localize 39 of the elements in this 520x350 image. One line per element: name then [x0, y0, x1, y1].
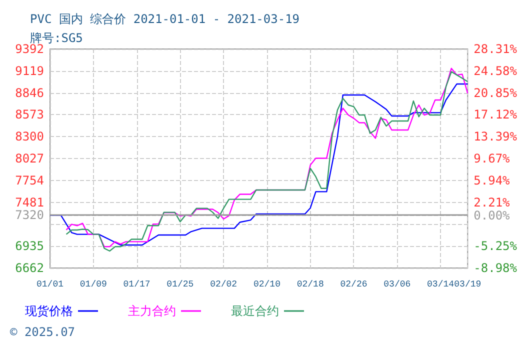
x-tick-label: 02/10	[253, 280, 280, 290]
chart-subtitle: 牌号:SG5	[30, 31, 83, 45]
x-tick-label: 03/06	[384, 280, 411, 290]
y2-tick-label: -5.25%	[474, 239, 518, 254]
text: © 2025.07	[10, 325, 76, 339]
chart-title: PVC 国内 综合价 2021-01-01 - 2021-03-19	[30, 12, 300, 26]
y2-tick-label: 2.21%	[474, 195, 511, 210]
x-tick-label: 03/14	[427, 280, 454, 290]
y-tick-label: 7320	[15, 208, 44, 222]
y2-tick-label: 28.31%	[474, 42, 518, 56]
y-tick-label: 8846	[15, 86, 44, 100]
y-tick-label: 6935	[15, 239, 44, 254]
y-tick-label: 8573	[15, 108, 44, 122]
y2-tick-label: -8.98%	[474, 261, 518, 275]
y-tick-label: 7481	[15, 195, 44, 210]
y2-tick-label: 5.94%	[474, 173, 511, 188]
y-tick-label: 9392	[15, 42, 44, 56]
x-tick-label: 01/01	[36, 280, 64, 290]
legend-label: 最近合约	[231, 304, 279, 318]
x-tick-label: 03/19	[454, 280, 482, 290]
y2-tick-label: 0.00%	[474, 208, 511, 222]
legend-label: 现货价格	[25, 304, 73, 318]
x-tick-label: 01/09	[80, 280, 107, 290]
y2-tick-label: 24.58%	[474, 64, 518, 78]
y-tick-label: 7754	[15, 173, 44, 188]
y-tick-label: 6662	[15, 261, 44, 275]
y-tick-label: 9119	[15, 64, 44, 78]
x-tick-label: 02/18	[296, 280, 324, 290]
y-tick-label: 8027	[15, 152, 44, 166]
x-tick-label: 02/26	[340, 280, 368, 290]
y2-tick-label: 9.67%	[474, 151, 511, 166]
legend-label: 主力合约	[128, 304, 176, 318]
x-tick-label: 01/17	[123, 280, 150, 290]
y2-tick-label: 13.39%	[474, 130, 518, 144]
y2-tick-label: 20.85%	[474, 86, 518, 100]
x-tick-label: 01/25	[166, 280, 194, 290]
y2-tick-label: 17.12%	[474, 108, 518, 122]
y-tick-label: 8300	[15, 130, 44, 144]
x-tick-label: 02/02	[210, 280, 238, 290]
